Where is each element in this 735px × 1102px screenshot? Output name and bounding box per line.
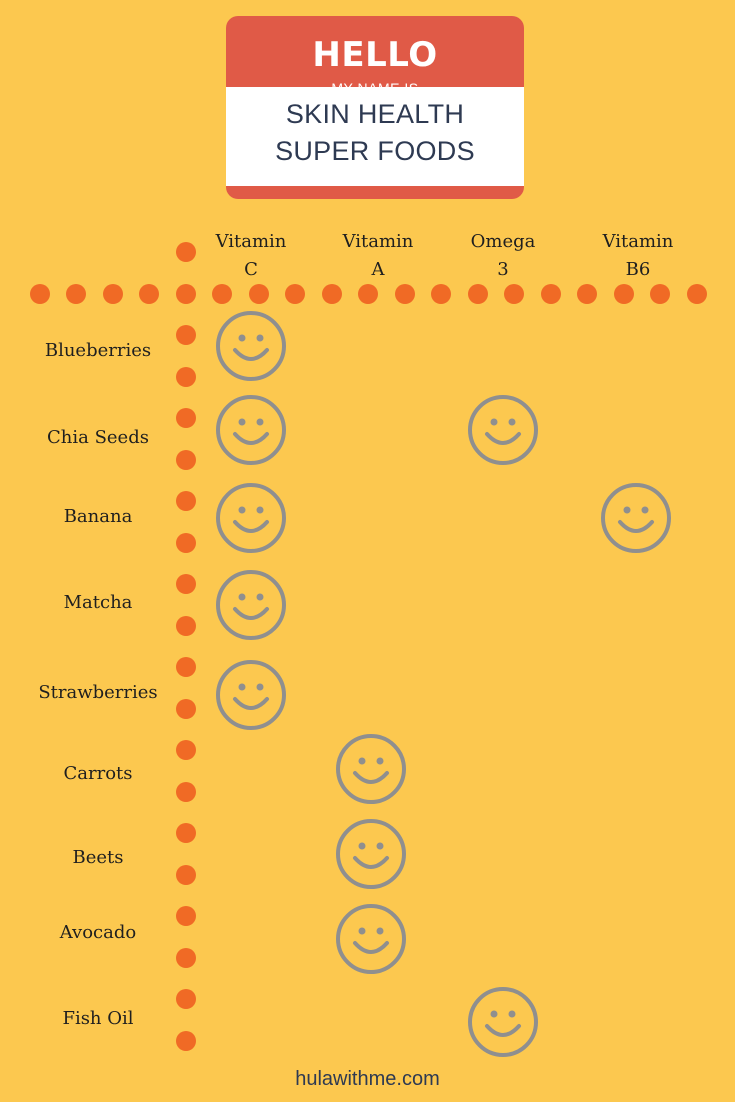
column-header: Omega 3 bbox=[448, 228, 558, 284]
column-header-line1: Vitamin bbox=[602, 231, 674, 252]
page-title: SKIN HEALTH SUPER FOODS bbox=[226, 96, 524, 170]
dot-icon bbox=[176, 865, 196, 885]
smiley-icon bbox=[600, 482, 672, 554]
smiley-icon bbox=[335, 818, 407, 890]
smiley-icon bbox=[215, 394, 287, 466]
column-header-line1: Vitamin bbox=[342, 231, 414, 252]
dot-icon bbox=[176, 533, 196, 553]
dot-icon bbox=[176, 325, 196, 345]
dot-icon bbox=[176, 574, 196, 594]
column-header-line1: Omega bbox=[470, 231, 536, 252]
row-label: Beets bbox=[72, 847, 124, 868]
smiley-icon bbox=[215, 482, 287, 554]
dot-icon bbox=[285, 284, 305, 304]
dot-icon bbox=[468, 284, 488, 304]
dot-icon bbox=[176, 906, 196, 926]
row-label: Matcha bbox=[63, 592, 133, 613]
dot-icon bbox=[30, 284, 50, 304]
dot-icon bbox=[358, 284, 378, 304]
row-label: Carrots bbox=[63, 763, 133, 784]
dot-icon bbox=[212, 284, 232, 304]
dot-icon bbox=[650, 284, 670, 304]
footer-site: hulawithme.com bbox=[295, 1068, 440, 1090]
row-label: Avocado bbox=[59, 922, 137, 943]
dot-icon bbox=[176, 657, 196, 677]
dot-icon bbox=[541, 284, 561, 304]
dot-icon bbox=[614, 284, 634, 304]
column-header: Vitamin C bbox=[196, 228, 306, 284]
smiley-icon bbox=[335, 903, 407, 975]
smiley-icon bbox=[467, 986, 539, 1058]
dot-icon bbox=[176, 284, 196, 304]
row-label: Fish Oil bbox=[62, 1008, 134, 1029]
column-header-line2: 3 bbox=[497, 259, 509, 280]
dot-icon bbox=[176, 367, 196, 387]
dot-icon bbox=[176, 616, 196, 636]
name-tag-hello: HELLO bbox=[312, 35, 438, 75]
row-label: Blueberries bbox=[44, 340, 152, 361]
dot-icon bbox=[431, 284, 451, 304]
dot-icon bbox=[249, 284, 269, 304]
smiley-icon bbox=[215, 310, 287, 382]
dot-icon bbox=[176, 1031, 196, 1051]
name-tag: HELLO MY NAME IS SKIN HEALTH SUPER FOODS bbox=[226, 16, 524, 199]
dot-icon bbox=[176, 450, 196, 470]
smiley-icon bbox=[215, 659, 287, 731]
dot-icon bbox=[139, 284, 159, 304]
row-label: Strawberries bbox=[38, 682, 158, 703]
row-label: Banana bbox=[63, 506, 133, 527]
dot-icon bbox=[176, 699, 196, 719]
title-line-1: SKIN HEALTH bbox=[285, 99, 465, 129]
dot-icon bbox=[176, 408, 196, 428]
dot-icon bbox=[176, 948, 196, 968]
dot-icon bbox=[176, 242, 196, 262]
column-header-line2: A bbox=[371, 259, 385, 280]
column-header-line2: C bbox=[244, 259, 258, 280]
dot-icon bbox=[577, 284, 597, 304]
dot-icon bbox=[504, 284, 524, 304]
smiley-icon bbox=[215, 569, 287, 641]
dot-icon bbox=[176, 823, 196, 843]
column-header-line1: Vitamin bbox=[215, 231, 287, 252]
dot-icon bbox=[322, 284, 342, 304]
dot-icon bbox=[176, 989, 196, 1009]
name-tag-panel bbox=[226, 87, 524, 186]
dot-icon bbox=[395, 284, 415, 304]
smiley-icon bbox=[335, 733, 407, 805]
dot-icon bbox=[176, 491, 196, 511]
column-header: Vitamin A bbox=[323, 228, 433, 284]
dot-icon bbox=[66, 284, 86, 304]
row-label: Chia Seeds bbox=[47, 427, 149, 448]
dot-icon bbox=[687, 284, 707, 304]
title-line-2: SUPER FOODS bbox=[275, 136, 475, 166]
smiley-icon bbox=[467, 394, 539, 466]
column-header: Vitamin B6 bbox=[583, 228, 693, 284]
dot-icon bbox=[176, 782, 196, 802]
column-header-line2: B6 bbox=[625, 259, 651, 280]
dot-icon bbox=[103, 284, 123, 304]
dot-icon bbox=[176, 740, 196, 760]
